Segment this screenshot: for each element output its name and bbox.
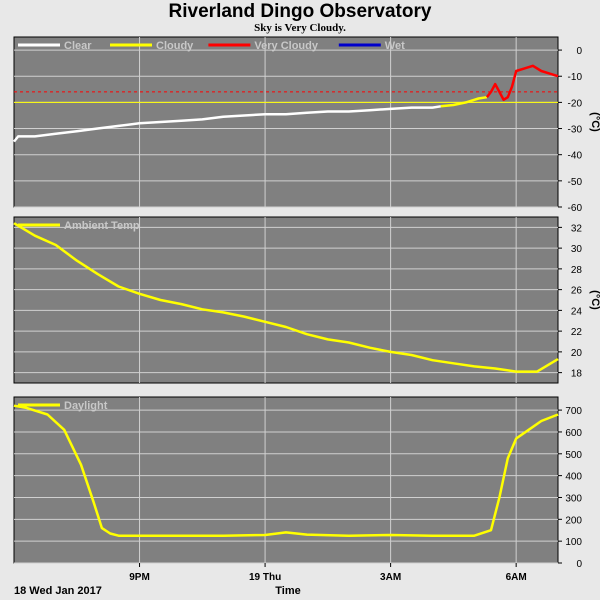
series-line-cloudy xyxy=(440,95,488,108)
y-tick-label: -60 xyxy=(568,203,583,214)
y-tick-label: 600 xyxy=(565,428,582,439)
y-tick-label: 26 xyxy=(571,286,583,297)
panel-ambient: 32 30 28 26 24 22 20 18 Ambient Temp (°C) xyxy=(13,216,600,384)
y-tick-label: -20 xyxy=(568,98,583,109)
y-tick-label: 700 xyxy=(565,406,582,417)
footer-date-label: 18 Wed Jan 2017 xyxy=(14,585,102,597)
y-tick-label: 500 xyxy=(565,450,582,461)
y-tick-label: -40 xyxy=(568,151,583,162)
y-tick-label: 0 xyxy=(576,559,582,570)
legend-label: Clear xyxy=(64,40,92,52)
plot-area xyxy=(13,36,559,208)
legend-label: Wet xyxy=(385,40,405,52)
y-tick-label: -30 xyxy=(568,125,583,136)
series-line-very_cloudy xyxy=(485,64,559,102)
y-tick-label: 300 xyxy=(565,493,582,504)
y-tick-label: 30 xyxy=(571,244,583,255)
y-tick-label: 20 xyxy=(571,348,583,359)
chart-subtitle: Sky is Very Cloudy. xyxy=(254,22,346,34)
series-line-ambient xyxy=(13,222,559,373)
panel-daylight: 700 600 500 400 300 200 100 0 Daylight 9PM 19 Thu 3… xyxy=(13,396,582,583)
panel-sky: 0 -10 -20 -30 -40 -50 -60 Clear Cloudy Very Cloud… xyxy=(13,36,600,214)
legend-label: Cloudy xyxy=(156,40,194,52)
x-tick-label: 9PM xyxy=(129,572,150,583)
plot-area xyxy=(13,216,559,384)
x-tick-label: 3AM xyxy=(380,572,401,583)
y-tick-label: 100 xyxy=(565,537,582,548)
y-tick-label: -50 xyxy=(568,177,583,188)
y-tick-label: 200 xyxy=(565,515,582,526)
x-tick-label: 19 Thu xyxy=(249,572,281,583)
series-line-clear xyxy=(13,105,441,143)
y-tick-label: 18 xyxy=(571,369,583,380)
y-axis-label: (°C) xyxy=(589,112,600,132)
plot-area xyxy=(13,396,559,564)
series-line-daylight xyxy=(13,404,559,537)
chart-title: Riverland Dingo Observatory xyxy=(168,1,432,22)
y-tick-label: 24 xyxy=(571,306,583,317)
footer-time-label: Time xyxy=(275,585,300,597)
y-tick-label: 28 xyxy=(571,265,583,276)
y-tick-label: 32 xyxy=(571,223,583,234)
legend-label: Daylight xyxy=(64,400,108,412)
x-tick-label: 6AM xyxy=(506,572,527,583)
y-tick-label: -10 xyxy=(568,72,583,83)
y-tick-label: 22 xyxy=(571,327,583,338)
y-axis-label: (°C) xyxy=(589,290,600,310)
legend-label: Ambient Temp xyxy=(64,220,140,232)
legend-label: Very Cloudy xyxy=(254,40,318,52)
y-tick-label: 0 xyxy=(576,46,582,57)
y-tick-label: 400 xyxy=(565,472,582,483)
